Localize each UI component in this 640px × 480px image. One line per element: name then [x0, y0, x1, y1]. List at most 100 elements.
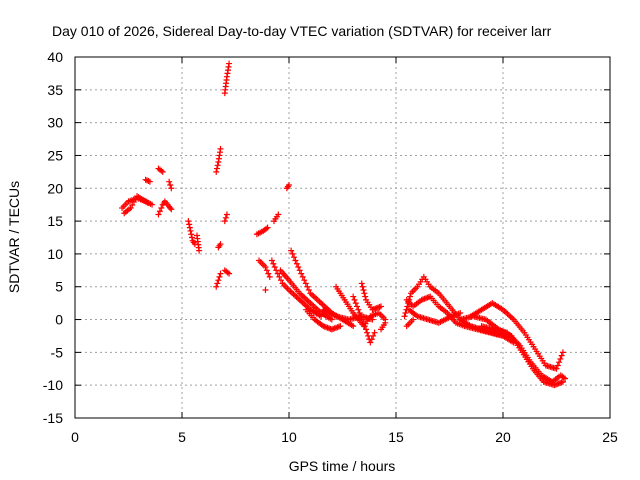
data-point [262, 287, 269, 294]
data-point [167, 181, 174, 188]
data-point [271, 264, 278, 271]
data-point [359, 316, 366, 323]
y-tick-label: 0 [55, 312, 63, 328]
data-series-segment [268, 257, 325, 320]
data-point [185, 218, 192, 225]
data-point [286, 181, 292, 188]
data-point [382, 319, 389, 326]
data-point [378, 303, 385, 310]
data-point [457, 309, 464, 316]
data-point [146, 178, 153, 185]
x-tick-label: 25 [602, 429, 618, 445]
data-series-segment [185, 218, 198, 248]
y-tick-labels: -15 -10 -5 0 5 10 15 20 25 30 35 40 [43, 49, 63, 426]
data-point [158, 204, 165, 211]
data-point [216, 273, 223, 280]
data-point [556, 359, 563, 366]
data-point [213, 165, 220, 172]
data-point [226, 60, 233, 67]
data-series-segment [256, 257, 273, 280]
data-point [213, 168, 220, 175]
y-tick-label: 30 [47, 115, 63, 131]
data-point [144, 177, 151, 184]
data-point [360, 287, 367, 294]
data-point [223, 211, 230, 218]
data-point [214, 162, 221, 169]
data-point [337, 323, 344, 330]
data-points [119, 60, 569, 389]
data-point [167, 204, 174, 211]
data-series-segment [467, 300, 566, 372]
data-point [290, 254, 297, 261]
data-point [305, 287, 312, 294]
data-point [361, 290, 368, 297]
data-point [145, 178, 152, 185]
data-point [265, 270, 272, 277]
data-point [562, 375, 569, 382]
data-point [357, 313, 364, 320]
data-point [350, 293, 357, 300]
data-series-segment [213, 270, 224, 290]
data-point [188, 231, 195, 238]
y-tick-label: 35 [47, 82, 63, 98]
data-series-segment [277, 267, 335, 323]
data-point [263, 267, 270, 274]
data-point [360, 319, 367, 326]
data-point [168, 206, 175, 213]
data-point [363, 326, 370, 333]
data-point [364, 329, 371, 336]
chart-title: Day 010 of 2026, Sidereal Day-to-day VTE… [52, 23, 552, 39]
data-point [410, 316, 417, 323]
data-point [304, 283, 311, 290]
x-tick-label: 5 [178, 429, 186, 445]
data-series-segment [303, 306, 344, 333]
data-point [407, 293, 414, 300]
data-point [292, 257, 299, 264]
data-point [370, 332, 377, 339]
data-point [264, 224, 271, 231]
data-point [361, 323, 368, 330]
x-tick-label: 0 [71, 429, 79, 445]
data-point [187, 227, 194, 234]
x-tick-label: 20 [495, 429, 511, 445]
data-point [371, 329, 378, 336]
data-point [553, 365, 560, 372]
data-point [217, 270, 224, 277]
data-point [213, 283, 220, 290]
data-series-segment [142, 176, 153, 185]
data-point [402, 309, 409, 316]
data-point [559, 349, 566, 356]
y-tick-label: 10 [47, 246, 63, 262]
data-point [328, 316, 335, 323]
x-tick-labels: 0 5 10 15 20 25 [71, 429, 618, 445]
data-point [358, 280, 365, 287]
data-point [557, 355, 564, 362]
data-series-segment [215, 241, 224, 251]
data-point [159, 168, 166, 175]
data-point [401, 313, 408, 320]
data-point [186, 221, 193, 228]
x-tick-label: 15 [388, 429, 404, 445]
y-tick-label: 20 [47, 180, 63, 196]
data-point [188, 234, 195, 241]
data-series-segment [478, 323, 569, 385]
data-point [404, 303, 411, 310]
data-point [367, 339, 374, 346]
data-point [266, 273, 273, 280]
data-point [558, 352, 565, 359]
axis-ticks [74, 56, 611, 419]
data-point [270, 260, 277, 267]
data-point [262, 264, 269, 271]
data-point [288, 247, 295, 254]
x-axis-label: GPS time / hours [289, 458, 396, 474]
data-point [298, 270, 305, 277]
data-series-segment [350, 293, 378, 346]
data-point [217, 241, 224, 248]
y-tick-label: 40 [47, 49, 63, 65]
data-series-segment [221, 267, 233, 277]
data-point [149, 201, 156, 208]
data-point [554, 362, 561, 369]
data-point [368, 336, 375, 343]
data-point [355, 306, 362, 313]
